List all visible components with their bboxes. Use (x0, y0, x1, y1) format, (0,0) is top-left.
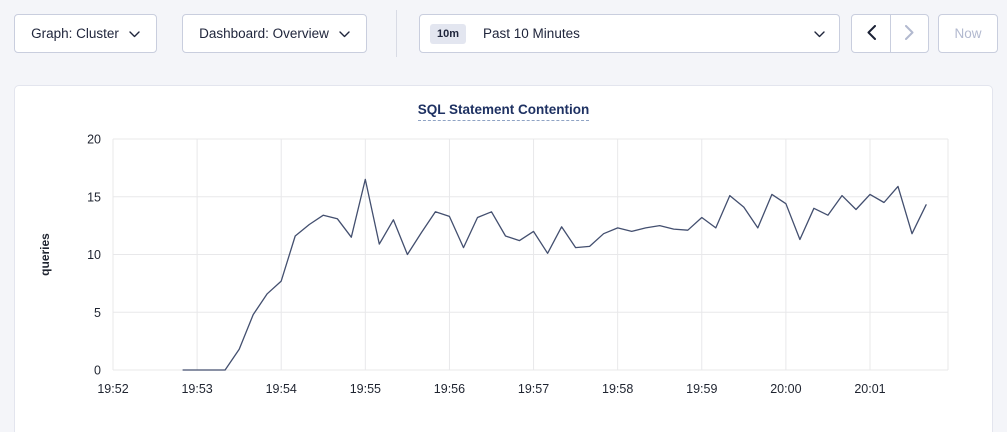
chevron-down-icon (129, 26, 140, 41)
time-next-button[interactable] (890, 15, 928, 52)
x-axis-tick-label: 19:52 (97, 382, 128, 396)
x-axis-tick-label: 19:56 (434, 382, 465, 396)
y-axis-tick-label: 0 (94, 364, 101, 378)
y-axis-tick-label: 10 (87, 248, 101, 262)
time-window-pager (851, 14, 929, 53)
y-axis-label: queries (38, 233, 52, 276)
y-axis-tick-label: 15 (87, 190, 101, 204)
y-axis-tick-label: 20 (87, 133, 101, 147)
x-axis-tick-label: 19:58 (602, 382, 633, 396)
chart-title[interactable]: SQL Statement Contention (417, 102, 590, 121)
toolbar-divider (396, 10, 397, 57)
x-axis-tick-label: 19:53 (181, 382, 212, 396)
x-axis-tick-label: 19:57 (518, 382, 549, 396)
x-axis-tick-label: 19:54 (266, 382, 297, 396)
y-axis-tick-label: 5 (94, 306, 101, 320)
chart-line (182, 178, 927, 371)
time-prev-button[interactable] (852, 15, 890, 52)
time-range-selector[interactable]: 10m Past 10 Minutes (419, 14, 840, 53)
graph-dropdown[interactable]: Graph: Cluster (14, 14, 157, 53)
graph-dropdown-label: Graph: Cluster (31, 26, 119, 41)
chevron-down-icon (814, 26, 825, 41)
time-range-label: Past 10 Minutes (483, 26, 580, 41)
chevron-left-icon (867, 24, 876, 43)
dashboard-dropdown-label: Dashboard: Overview (199, 26, 329, 41)
chart-title-wrap: SQL Statement Contention (15, 101, 992, 121)
x-axis-tick-label: 20:00 (770, 382, 801, 396)
x-axis-tick-label: 20:01 (854, 382, 885, 396)
x-axis-tick-label: 19:55 (350, 382, 381, 396)
time-range-badge: 10m (430, 23, 467, 44)
sql-statement-contention-chart: 0 5 10 15 20 19:52 19:53 19:54 19:55 19:56 19:57 19… (38, 133, 949, 396)
x-axis-tick-label: 19:59 (686, 382, 717, 396)
chart-card: SQL Statement Contention 0 5 10 15 20 19:52 19… (14, 85, 993, 432)
dashboard-dropdown[interactable]: Dashboard: Overview (182, 14, 367, 53)
chevron-down-icon (339, 26, 350, 41)
chevron-right-icon (905, 24, 914, 43)
now-button[interactable]: Now (938, 14, 998, 53)
